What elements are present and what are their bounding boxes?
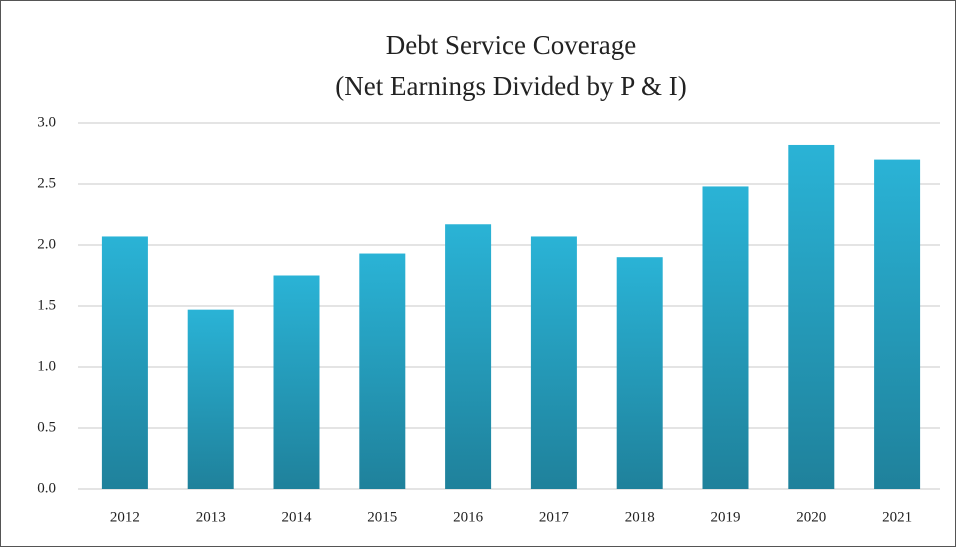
x-tick-label: 2014 [282, 509, 313, 525]
bar [101, 236, 148, 489]
y-tick-label: 1.0 [37, 358, 56, 374]
x-tick-label: 2017 [539, 509, 570, 525]
x-tick-label: 2018 [625, 509, 655, 525]
bar [359, 253, 406, 489]
y-tick-label: 2.5 [37, 175, 56, 191]
bar [874, 159, 921, 489]
y-tick-label: 0.5 [37, 419, 56, 435]
x-tick-label: 2019 [711, 509, 741, 525]
y-tick-label: 0.0 [37, 480, 56, 496]
x-tick-label: 2013 [196, 509, 226, 525]
bar [187, 309, 234, 489]
y-tick-label: 2.0 [37, 236, 56, 252]
y-tick-label: 1.5 [37, 297, 56, 313]
bar [616, 257, 663, 489]
x-tick-label: 2021 [882, 509, 912, 525]
x-tick-label: 2012 [110, 509, 140, 525]
bar [530, 236, 577, 489]
bar [273, 275, 320, 489]
bar [445, 224, 492, 489]
chart-subtitle: (Net Earnings Divided by P & I) [335, 71, 686, 101]
bar [702, 186, 749, 489]
y-tick-label: 3.0 [37, 114, 56, 130]
x-tick-label: 2015 [367, 509, 397, 525]
x-tick-label: 2016 [453, 509, 484, 525]
x-tick-label: 2020 [796, 509, 826, 525]
chart-title: Debt Service Coverage [386, 30, 636, 60]
bar [788, 144, 835, 489]
